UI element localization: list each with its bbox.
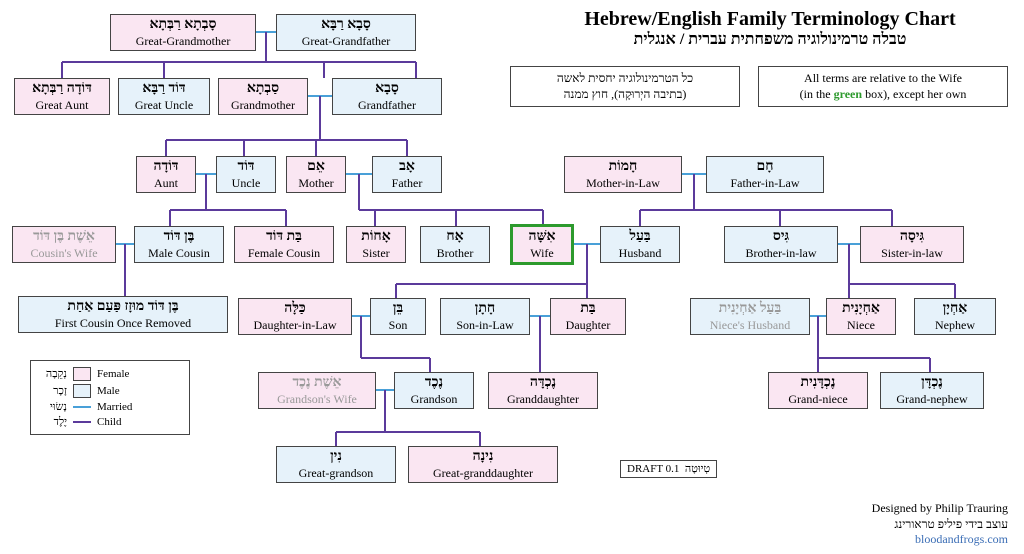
info-hebrew: כל הטרמינולוגיה יחסית לאשה (בתיבה היְרוּ… [510,66,740,107]
node-brother: אָחBrother [420,226,490,263]
node-granddaughter: נֶכְדָּהGranddaughter [488,372,598,409]
node-grandfather: סָבָאGrandfather [332,78,442,115]
node-daughter: בַּתDaughter [550,298,626,335]
legend-married: נָשׂוּי Married [39,401,181,413]
node-female-cousin: בַּת דּוֹדFemale Cousin [234,226,334,263]
node-great-granddaughter: נִינָהGreat-granddaughter [408,446,558,483]
node-uncle: דּוֹדUncle [216,156,276,193]
node-son: בֵּןSon [370,298,426,335]
credit: Designed by Philip Trauring עוצב בידי פי… [872,501,1008,548]
chart-title: Hebrew/English Family Terminology Chart … [525,8,1015,49]
legend-child: יֶלֶד Child [39,416,181,428]
node-brother-in-law: גִּיסBrother-in-law [724,226,838,263]
node-great-uncle: דּוֹד רַבָּאGreat Uncle [118,78,210,115]
node-sister-in-law: גִּיסָהSister-in-law [860,226,964,263]
node-nephew: אַחְיָןNephew [914,298,996,335]
node-father-in-law: חָםFather-in-Law [706,156,824,193]
node-mother: אֵםMother [286,156,346,193]
title-he: טבלה טרמינולוגיה משפחתית עברית / אנגלית [525,31,1015,49]
node-first-cousin-once-removed: בֶּן דּוֹד מוּזָז פַּעַם אַחַתFirst Cous… [18,296,228,333]
draft-label: DRAFT 0.1 טְיוּטָה [620,460,717,478]
node-grand-niece: נֶכְדָּנִיתGrand-niece [768,372,868,409]
legend-male: זָכָר Male [39,384,181,398]
node-husband: בַּעַלHusband [600,226,680,263]
info-english: All terms are relative to the Wife (in t… [758,66,1008,107]
node-grandmother: סַבְתָאGrandmother [218,78,308,115]
node-great-grandson: נִיןGreat-grandson [276,446,396,483]
node-mother-in-law: חָמוֹתMother-in-Law [564,156,682,193]
node-grandsons-wife: אֵשֶׁת נֶכֶדGrandson's Wife [258,372,376,409]
legend: נְקֵבָה Female זָכָר Male נָשׂוּי Marrie… [30,360,190,435]
legend-female: נְקֵבָה Female [39,367,181,381]
node-wife: אִשָּׁהWife [510,224,574,265]
node-male-cousin: בֶּן דּוֹדMale Cousin [134,226,224,263]
node-grandson: נֶכֶדGrandson [394,372,474,409]
node-daughter-in-law: כַּלָּהDaughter-in-Law [238,298,352,335]
node-great-aunt: דּוֹדָה רַבְּתָאGreat Aunt [14,78,110,115]
title-en: Hebrew/English Family Terminology Chart [525,8,1015,31]
node-niece: אַחְיָנִיתNiece [826,298,896,335]
node-sister: אָחוֹתSister [346,226,406,263]
node-father: אָבFather [372,156,442,193]
node-great-grandmother: סָבְתָא רַבְּתָאGreat-Grandmother [110,14,256,51]
node-aunt: דּוֹדָהAunt [136,156,196,193]
node-son-in-law: חָתָןSon-in-Law [440,298,530,335]
node-cousins-wife: אֵשֶׁת בֶּן דּוֹדCousin's Wife [12,226,116,263]
node-great-grandfather: סָבָא רַבָּאGreat-Grandfather [276,14,416,51]
node-nieces-husband: בַּעַל אַחְיָנִיתNiece's Husband [690,298,810,335]
node-grand-nephew: נֶכְדָּןGrand-nephew [880,372,984,409]
